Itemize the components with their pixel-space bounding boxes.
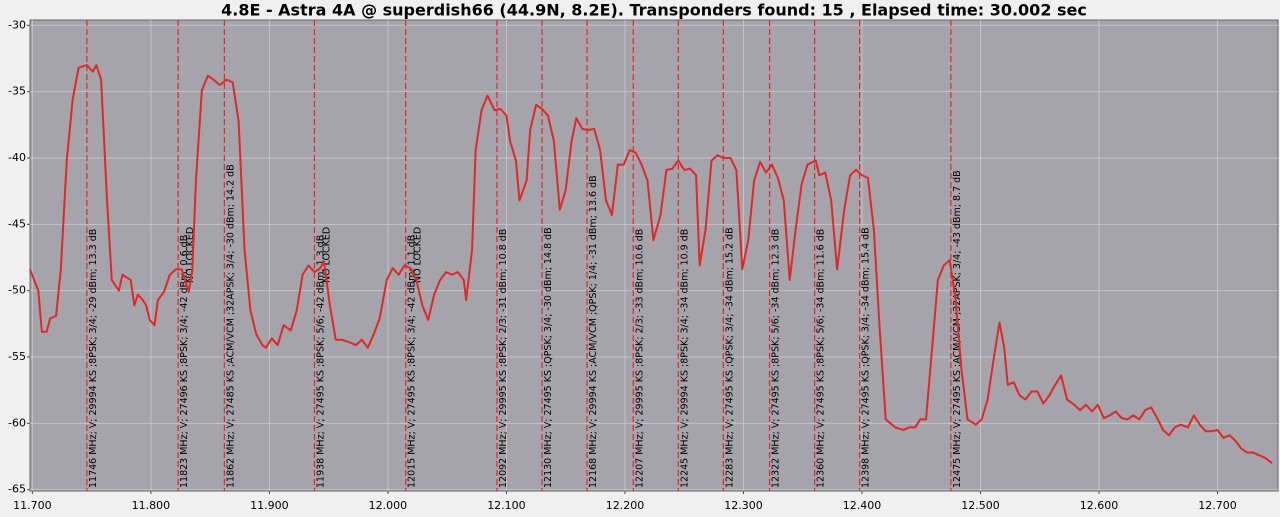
transponder-label: 12360 MHz; V; 27495 KS ;8PSK; 5/6; -34 d… <box>816 229 827 488</box>
transponder-label: 11823 MHz; V; 27496 KS ;8PSK; 3/4; -42 d… <box>179 235 190 488</box>
y-tick-label: -55 <box>8 350 26 363</box>
x-tick-label: 12.200 <box>606 499 645 512</box>
x-tick-label: 11.900 <box>250 499 289 512</box>
transponder-label: 12245 MHz; V; 29994 KS ;8PSK; 3/4; -34 d… <box>679 229 690 488</box>
x-tick-label: 12.100 <box>487 499 526 512</box>
chart-title: 4.8E - Astra 4A @ superdish66 (44.9N, 8.… <box>221 1 1087 20</box>
transponder-status: NO LOCKED <box>413 227 424 283</box>
x-tick-label: 12.400 <box>843 499 882 512</box>
y-tick-label: -35 <box>8 85 26 98</box>
x-tick-label: 11.700 <box>13 499 52 512</box>
x-tick-label: 12.700 <box>1198 499 1237 512</box>
transponder-label: 12130 MHz; V; 27495 KS ;QPSK; 3/4; -30 d… <box>543 227 554 488</box>
x-tick-label: 11.800 <box>132 499 171 512</box>
transponder-label: 12092 MHz; V; 29995 KS ;8PSK; 2/3; -31 d… <box>498 229 509 488</box>
transponder-label: 12398 MHz; V; 27495 KS ;QPSK; 3/4; -34 d… <box>861 227 872 488</box>
y-tick-label: -65 <box>8 483 26 496</box>
transponder-label: 11938 MHz; V; 27495 KS ;8PSK; 5/6; -42 d… <box>315 235 326 488</box>
transponder-label: 11862 MHz; V; 27485 KS ;ACM/VCM ;32APSK;… <box>225 164 236 488</box>
transponder-label: 12207 MHz; V; 29995 KS ;8PSK; 2/3; -33 d… <box>634 229 645 488</box>
y-tick-label: -30 <box>8 18 26 31</box>
y-tick-label: -45 <box>8 217 26 230</box>
x-tick-label: 12.500 <box>961 499 1000 512</box>
transponder-label: 12283 MHz; V; 27495 KS ;QPSK; 3/4; -34 d… <box>724 227 735 488</box>
x-tick-label: 12.000 <box>369 499 408 512</box>
transponder-label: 11746 MHz; V; 29994 KS ;8PSK; 3/4; -29 d… <box>88 229 99 488</box>
transponder-label: 12168 MHz; V; 29994 KS ;ACM/VCM ;QPSK; 1… <box>588 175 599 488</box>
transponder-label: 12015 MHz; V; 27495 KS ;8PSK; 3/4; -42 d… <box>407 235 418 488</box>
transponder-status: NO LOCKED <box>185 227 196 283</box>
x-tick-label: 12.600 <box>1080 499 1119 512</box>
spectrum-line <box>29 64 1273 464</box>
x-tick-label: 12.300 <box>724 499 763 512</box>
y-tick-label: -50 <box>8 284 26 297</box>
transponder-label: 12322 MHz; V; 27495 KS ;8PSK; 5/6; -34 d… <box>771 229 782 488</box>
plot-area <box>29 19 1279 492</box>
transponder-status: NO LOCKED <box>321 227 332 283</box>
y-tick-label: -40 <box>8 151 26 164</box>
y-tick-label: -60 <box>8 416 26 429</box>
